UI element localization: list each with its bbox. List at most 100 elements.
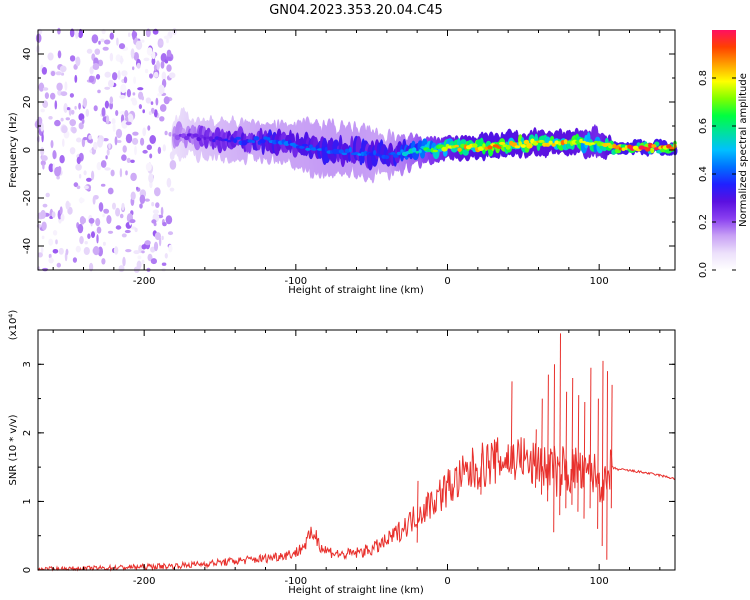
noise-blob (100, 183, 106, 187)
noise-blob (78, 122, 84, 130)
noise-blob (119, 94, 126, 99)
noise-blob (96, 226, 102, 234)
snr-spike (559, 333, 561, 516)
ridge-core (348, 146, 352, 153)
noise-blob (154, 232, 161, 241)
noise-blob (161, 235, 164, 241)
ridge-core (496, 146, 502, 149)
noise-blob (76, 137, 82, 143)
noise-blob (137, 87, 144, 91)
colorbar-tick-label: 0.6 (698, 118, 709, 134)
noise-blob (77, 28, 84, 39)
noise-blob (136, 186, 139, 190)
noise-blob (41, 132, 44, 143)
noise-blob (102, 46, 109, 51)
noise-blob (86, 48, 93, 54)
spectrogram-y-tick-label: 0 (22, 147, 33, 153)
noise-blob (91, 34, 99, 44)
noise-blob (134, 145, 137, 156)
ridge-core (520, 144, 526, 148)
noise-blob (124, 110, 129, 118)
ridge-core (411, 147, 417, 153)
noise-blob (83, 185, 89, 190)
noise-blob (76, 156, 81, 165)
noise-blob (69, 119, 76, 127)
noise-blob (52, 230, 58, 236)
noise-blob (113, 246, 119, 255)
noise-blob (40, 246, 44, 254)
ridge-core (227, 140, 232, 143)
snr-x-tick-label: 0 (444, 576, 450, 587)
snr-y-tick-label: 3 (22, 361, 33, 367)
snr-spike (553, 364, 555, 533)
ridge-core (514, 145, 521, 149)
noise-blob (116, 140, 122, 143)
noise-blob (83, 137, 88, 141)
noise-blob (127, 113, 134, 124)
noise-blob (54, 100, 58, 110)
ridge-core (498, 141, 506, 145)
snr-panel: -200 -100 0 100 0 1 2 3 Height of straight lin… (8, 310, 676, 596)
noise-blob (89, 149, 93, 154)
noise-blob (119, 213, 124, 219)
noise-blob (104, 39, 111, 45)
noise-blob (48, 116, 53, 120)
noise-blob (50, 70, 56, 77)
ridge-core (357, 153, 362, 156)
noise-blob (95, 74, 101, 80)
ridge-core (199, 134, 205, 139)
noise-blob (75, 245, 81, 253)
noise-blob (106, 115, 110, 125)
ridge-core (558, 141, 562, 146)
noise-blob (129, 219, 136, 224)
noise-blob (122, 145, 127, 153)
noise-blob (125, 249, 132, 253)
noise-blob (142, 149, 148, 154)
noise-blob (120, 55, 123, 65)
noise-blob (71, 109, 75, 115)
noise-blob (65, 200, 70, 210)
ridge-body (650, 147, 655, 154)
figure-title: GN04.2023.353.20.04.C45 (269, 3, 443, 18)
noise-blob (42, 163, 45, 170)
ridge-core (418, 149, 422, 154)
noise-blob (56, 175, 60, 180)
noise-blob (146, 144, 152, 151)
noise-blob (168, 244, 173, 253)
noise-blob (130, 97, 137, 103)
noise-blob (38, 82, 45, 92)
ridge-core (575, 140, 581, 145)
noise-blob (108, 143, 111, 149)
noise-blob (78, 174, 82, 179)
noise-blob (56, 82, 63, 91)
noise-blob (136, 62, 141, 69)
noise-blob (57, 50, 62, 59)
ridge-core (230, 136, 235, 142)
ridge-core (220, 138, 226, 142)
snr-spike (535, 429, 537, 488)
noise-blob (97, 59, 104, 67)
spectrogram-marks (34, 27, 678, 273)
noise-blob (123, 76, 128, 84)
noise-blob (64, 81, 68, 91)
noise-blob (153, 109, 158, 118)
noise-blob (75, 163, 82, 171)
noise-blob (150, 246, 156, 253)
noise-blob (115, 54, 122, 62)
noise-blob (145, 162, 152, 172)
noise-blob (166, 49, 172, 57)
noise-blob (130, 172, 137, 182)
noise-blob (115, 225, 122, 230)
noise-blob (79, 216, 86, 225)
noise-blob (58, 247, 64, 255)
noise-blob (154, 187, 161, 197)
ridge-core (432, 149, 439, 153)
noise-blob (82, 97, 88, 108)
ridge-core (400, 149, 404, 153)
noise-blob (100, 38, 105, 43)
noise-blob (139, 194, 146, 204)
noise-blob (98, 202, 104, 212)
ridge-core (305, 147, 311, 151)
ridge-core (548, 140, 553, 145)
